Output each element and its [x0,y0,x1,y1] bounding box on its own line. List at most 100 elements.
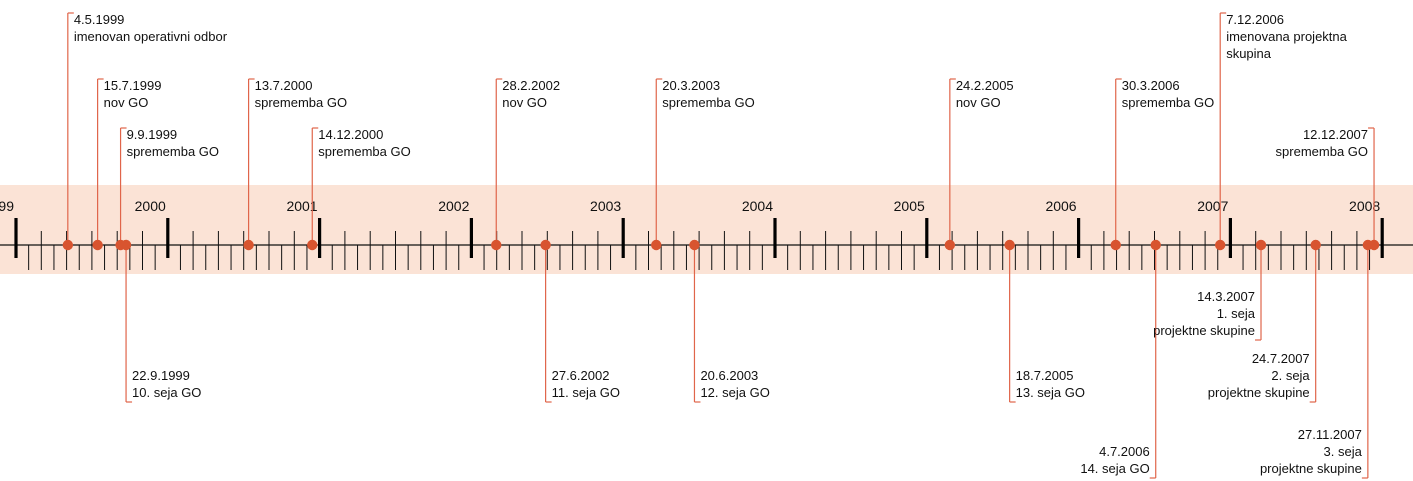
event-date: 22.9.1999 [132,368,190,383]
event-description: 14. seja GO [1080,461,1149,476]
event-marker [1004,239,1015,251]
event-description: sprememba GO [662,95,754,110]
event-label: 27.11.2007 3. seja projektne skupine [1260,427,1363,476]
event: 27.11.2007 3. seja projektne skupine [1260,239,1374,479]
event-description: 10. seja GO [132,385,201,400]
year-label: 2003 [590,198,621,214]
event-marker [120,239,132,251]
event-description: 1. seja [1217,306,1256,321]
event: 18.7.2005 13. seja GO [1004,239,1085,403]
event-date: 20.6.2003 [700,368,758,383]
event-date: 27.11.2007 [1298,427,1362,442]
event-description: sprememba GO [255,95,347,110]
event-label: 22.9.1999 10. seja GO [132,368,201,400]
event: 13.7.2000 sprememba GO [243,78,347,251]
event-description: sprememba GO [127,144,219,159]
event-label: 28.2.2002 nov GO [502,78,560,110]
event-date: 13.7.2000 [255,78,313,93]
year-label: 2000 [135,198,166,214]
event-marker [1110,239,1121,251]
event-date: 14.3.2007 [1197,289,1255,304]
event-description: projektne skupine [1153,323,1255,338]
event-label: 15.7.1999 nov GO [104,78,162,110]
event-date: 9.9.1999 [127,127,178,142]
event-date: 24.7.2007 [1252,351,1310,366]
event-description: 12. seja GO [700,385,769,400]
event-label: 13.7.2000 sprememba GO [255,78,347,110]
timeline-band [0,185,1413,274]
event-label: 30.3.2006 sprememba GO [1122,78,1214,110]
event-date: 20.3.2003 [662,78,720,93]
year-label: 2004 [742,198,773,214]
event-date: 27.6.2002 [552,368,610,383]
month-ticks [14,218,1384,270]
event-description: sprememba GO [318,144,410,159]
event-date: 12.12.2007 [1303,127,1368,142]
event-marker [1214,239,1226,251]
event: 14.3.2007 1. seja projektne skupine [1153,239,1267,341]
event: 15.7.1999 nov GO [92,78,162,251]
event-label: 27.6.2002 11. seja GO [552,368,620,400]
event-marker [307,239,318,251]
event-label: 4.5.1999 imenovan operativni odbor [74,12,228,44]
event-marker [1310,239,1321,251]
year-label: 2005 [894,198,925,214]
event-marker [1150,239,1161,251]
event-label: 4.7.2006 14. seja GO [1080,444,1149,476]
event: 27.6.2002 11. seja GO [540,239,620,403]
year-label: 2007 [1197,198,1228,214]
event-description: skupina [1226,46,1272,61]
event-marker [92,239,103,251]
event-description: 2. seja [1271,368,1310,383]
event-label: 20.6.2003 12. seja GO [700,368,769,400]
event-marker [1255,239,1267,251]
event-date: 7.12.2006 [1226,12,1284,27]
event-description: projektne skupine [1260,461,1362,476]
event-label: 12.12.2007 sprememba GO [1276,127,1368,159]
event: 14.12.2000 sprememba GO [307,127,411,251]
event-marker [651,239,662,251]
event-date: 24.2.2005 [956,78,1014,93]
event-marker [1368,239,1380,251]
event-label: 18.7.2005 13. seja GO [1016,368,1085,400]
event-description: nov GO [502,95,547,110]
event-label: 14.12.2000 sprememba GO [318,127,410,159]
year-label: 2001 [286,198,317,214]
event-marker [243,239,254,251]
event-date: 4.5.1999 [74,12,125,27]
event-description: imenovana projektna [1226,29,1347,44]
event: 30.3.2006 sprememba GO [1110,78,1214,251]
event-description: projektne skupine [1208,385,1310,400]
event-label: 9.9.1999 sprememba GO [127,127,219,159]
event-label: 7.12.2006 imenovana projektna skupina [1226,12,1347,61]
year-label: 2002 [438,198,469,214]
event: 24.2.2005 nov GO [944,78,1014,251]
event-date: 18.7.2005 [1016,368,1074,383]
event-date: 15.7.1999 [104,78,162,93]
event: 20.3.2003 sprememba GO [651,78,755,251]
event-marker [689,239,700,251]
event-description: nov GO [956,95,1001,110]
year-labels: 1999 2000 2001 2002 2003 2004 2005 2006 2007 2008 [0,198,1380,214]
year-label: 1999 [0,198,14,214]
event: 4.7.2006 14. seja GO [1080,239,1161,479]
event-marker [491,239,502,251]
event-label: 14.3.2007 1. seja projektne skupine [1153,289,1256,338]
event: 12.12.2007 sprememba GO [1276,127,1380,251]
event-marker [944,239,956,251]
event: 7.12.2006 imenovana projektna skupina [1214,12,1348,251]
event-label: 24.7.2007 2. seja projektne skupine [1208,351,1311,400]
event-description: nov GO [104,95,149,110]
event-description: sprememba GO [1276,144,1368,159]
event: 24.7.2007 2. seja projektne skupine [1208,239,1321,403]
year-label: 2008 [1349,198,1380,214]
event: 22.9.1999 10. seja GO [120,239,201,403]
event-description: 11. seja GO [552,385,620,400]
event-date: 30.3.2006 [1122,78,1180,93]
event-date: 14.12.2000 [318,127,383,142]
event: 20.6.2003 12. seja GO [689,239,770,403]
event: 4.5.1999 imenovan operativni odbor [62,12,228,251]
event-marker [62,239,74,251]
events: 4.5.1999 imenovan operativni odbor 15.7.19… [62,12,1380,479]
